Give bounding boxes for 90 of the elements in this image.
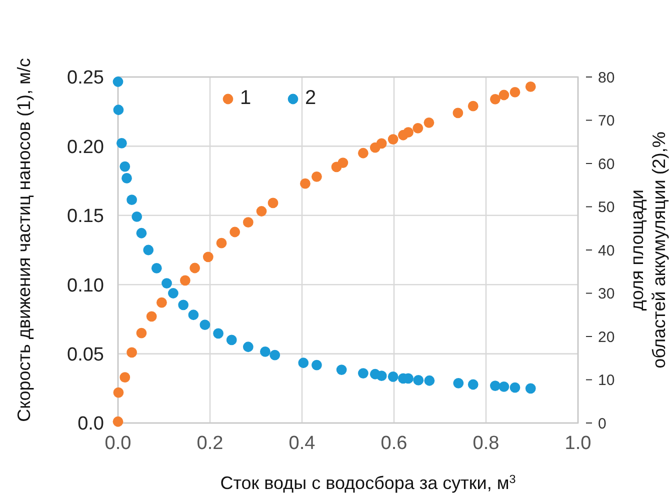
point bbox=[388, 372, 398, 382]
point bbox=[452, 108, 464, 118]
point bbox=[230, 226, 240, 238]
point bbox=[358, 368, 368, 378]
x-tick-label: 0.2 bbox=[196, 433, 224, 454]
y2-tick-label: 50 bbox=[598, 199, 615, 216]
point bbox=[490, 94, 500, 104]
point bbox=[213, 328, 224, 339]
point bbox=[413, 374, 424, 386]
point bbox=[525, 82, 536, 92]
x-tick-label: 0.6 bbox=[380, 433, 408, 454]
y2-tick-label: 40 bbox=[598, 242, 615, 260]
point bbox=[112, 416, 124, 427]
point bbox=[116, 138, 127, 148]
point bbox=[424, 375, 435, 386]
point bbox=[312, 360, 322, 370]
y2-tick-label: 10 bbox=[598, 372, 615, 389]
point bbox=[298, 358, 309, 368]
point bbox=[268, 198, 278, 208]
point bbox=[168, 288, 178, 298]
point bbox=[376, 370, 387, 382]
point bbox=[490, 380, 500, 391]
point bbox=[146, 311, 157, 322]
y2-tick-label: 60 bbox=[598, 156, 615, 173]
point bbox=[525, 383, 536, 394]
point bbox=[136, 328, 147, 338]
legend-label: 2 bbox=[305, 87, 316, 109]
y-tick-label: 0.15 bbox=[67, 206, 104, 228]
point bbox=[468, 379, 478, 390]
point bbox=[270, 350, 280, 360]
point bbox=[498, 381, 510, 392]
point bbox=[136, 228, 147, 238]
point bbox=[113, 104, 124, 116]
x-tick-label: 0.8 bbox=[472, 433, 500, 454]
point bbox=[216, 238, 227, 248]
point bbox=[226, 334, 237, 346]
point bbox=[156, 297, 167, 308]
legend-label: 1 bbox=[240, 87, 252, 109]
y2-tick-label: 30 bbox=[598, 286, 615, 302]
point bbox=[453, 378, 464, 388]
y-tick-label: 0.05 bbox=[67, 344, 104, 366]
point bbox=[151, 262, 162, 274]
point bbox=[468, 100, 478, 112]
y2-tick-label: 80 bbox=[598, 69, 615, 86]
point bbox=[143, 244, 154, 256]
y2-tick-label: 70 bbox=[598, 112, 615, 130]
point bbox=[424, 117, 434, 128]
y2-axis-title: доля площади областей аккумуляции (2),% bbox=[627, 132, 669, 368]
x-tick-label: 0.4 bbox=[288, 433, 316, 454]
y2-tick-label: 0 bbox=[598, 415, 606, 432]
point bbox=[388, 134, 398, 144]
point bbox=[122, 173, 132, 184]
point bbox=[358, 148, 368, 158]
x-tick-label: 1.0 bbox=[564, 433, 592, 454]
point bbox=[120, 372, 130, 383]
x-tick-label: 0.0 bbox=[104, 433, 132, 454]
point bbox=[200, 320, 210, 330]
y-axis-title: Скорость движения частиц наносов (1), м/с bbox=[14, 58, 34, 422]
point bbox=[113, 387, 124, 398]
point bbox=[300, 178, 310, 189]
point bbox=[126, 347, 137, 358]
y-tick-label: 0.0 bbox=[78, 414, 104, 435]
point bbox=[120, 161, 130, 172]
x-axis-title: Сток воды с водосбора за сутки, м$^{3}$ bbox=[220, 472, 516, 493]
point bbox=[178, 300, 189, 310]
point bbox=[376, 138, 387, 149]
point bbox=[132, 212, 142, 222]
point bbox=[242, 342, 254, 352]
point bbox=[336, 364, 347, 375]
point bbox=[312, 171, 322, 182]
point bbox=[112, 76, 124, 87]
y-tick-label: 0.10 bbox=[67, 275, 104, 296]
point bbox=[510, 382, 520, 393]
point bbox=[510, 87, 520, 98]
point bbox=[338, 158, 348, 168]
point bbox=[403, 127, 414, 138]
point bbox=[260, 346, 270, 357]
y2-tick-label: 20 bbox=[598, 328, 615, 346]
point bbox=[126, 194, 137, 206]
y-tick-label: 0.25 bbox=[67, 68, 104, 89]
point bbox=[190, 262, 200, 274]
point bbox=[202, 252, 214, 262]
point bbox=[498, 90, 510, 100]
y-tick-label: 0.20 bbox=[67, 136, 104, 158]
point bbox=[412, 123, 424, 134]
point bbox=[256, 206, 267, 216]
point bbox=[188, 310, 199, 320]
point bbox=[162, 278, 172, 288]
point bbox=[242, 217, 254, 228]
point bbox=[180, 275, 190, 286]
